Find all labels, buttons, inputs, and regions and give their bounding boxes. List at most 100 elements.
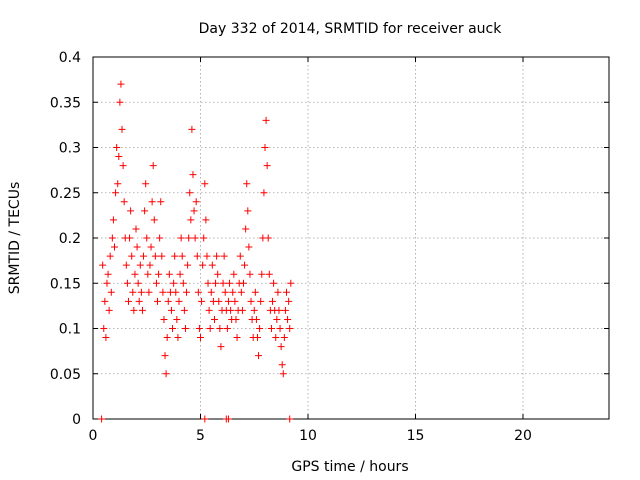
data-point — [118, 125, 126, 133]
data-point — [224, 415, 232, 423]
data-point — [152, 279, 160, 287]
data-point — [240, 279, 247, 287]
data-point — [232, 315, 240, 323]
data-point — [131, 270, 139, 278]
data-point — [287, 279, 295, 287]
data-point — [252, 315, 260, 323]
data-point — [145, 288, 153, 296]
data-point — [171, 252, 179, 260]
data-point — [123, 279, 131, 287]
data-point — [193, 252, 201, 260]
data-point — [260, 189, 268, 197]
data-point — [197, 334, 204, 342]
data-point — [200, 234, 208, 242]
data-point — [138, 306, 146, 314]
data-point — [117, 80, 125, 88]
data-point — [224, 297, 232, 305]
data-point — [179, 279, 187, 287]
y-tick-label: 0 — [72, 412, 81, 428]
data-point — [107, 288, 115, 296]
data-point — [263, 162, 271, 170]
data-point — [109, 216, 117, 224]
data-point — [158, 252, 166, 260]
data-point — [229, 288, 237, 296]
data-point — [198, 297, 206, 305]
data-point — [106, 252, 114, 260]
data-point — [137, 288, 145, 296]
data-point — [246, 270, 254, 278]
x-tick-label: 10 — [299, 428, 317, 444]
data-point — [269, 297, 277, 305]
data-point — [244, 207, 252, 215]
y-tick-label: 0.2 — [59, 231, 81, 247]
data-point — [284, 315, 292, 323]
data-point — [163, 334, 171, 342]
data-point — [120, 198, 128, 206]
data-point — [199, 261, 207, 269]
data-point — [213, 252, 221, 260]
data-point — [217, 343, 225, 351]
data-points — [98, 80, 295, 423]
data-point — [250, 306, 258, 314]
data-point — [201, 180, 209, 188]
y-tick-label: 0.3 — [59, 141, 81, 157]
data-point — [241, 261, 249, 269]
y-tick-label: 0.4 — [59, 50, 81, 66]
data-point — [127, 207, 135, 215]
x-tick-label: 20 — [514, 428, 532, 444]
y-axis-label: SRMTID / TECUs — [7, 182, 23, 295]
data-point — [160, 315, 168, 323]
data-point — [210, 315, 218, 323]
data-point — [174, 334, 182, 342]
data-point — [283, 288, 290, 296]
data-point — [173, 315, 181, 323]
data-point — [205, 306, 213, 314]
chart-title: Day 332 of 2014, SRMTID for receiver auc… — [199, 21, 503, 37]
data-point — [264, 234, 272, 242]
data-point — [162, 370, 170, 378]
data-point — [191, 234, 199, 242]
data-point — [170, 279, 178, 287]
data-point — [102, 334, 110, 342]
data-point — [116, 98, 124, 106]
data-point — [164, 297, 172, 305]
data-point — [280, 334, 288, 342]
data-point — [146, 261, 154, 269]
data-point — [142, 180, 150, 188]
data-point — [122, 261, 130, 269]
data-point — [243, 180, 251, 188]
data-point — [136, 261, 144, 269]
data-point — [242, 225, 250, 233]
x-tick-label: 5 — [196, 428, 205, 444]
data-point — [227, 306, 235, 314]
data-point — [286, 325, 294, 332]
y-tick-label: 0.1 — [59, 322, 81, 338]
data-point — [281, 306, 289, 314]
data-point — [208, 261, 216, 269]
data-point — [183, 288, 191, 296]
data-point — [216, 325, 224, 332]
data-point — [132, 225, 140, 233]
data-point — [111, 243, 118, 251]
data-point — [207, 288, 215, 296]
y-tick-label: 0.15 — [50, 276, 81, 292]
data-point — [247, 297, 255, 305]
data-point — [275, 306, 283, 314]
data-point — [135, 297, 143, 305]
data-point — [159, 288, 167, 296]
x-tick-label: 15 — [407, 428, 425, 444]
data-point — [161, 352, 169, 360]
axis-ticks: 0 0.05 0.1 0.15 0.2 0.25 0.3 0.35 0.4 0 5 10 15 20 — [50, 50, 609, 444]
data-point — [272, 334, 280, 342]
data-point — [286, 415, 294, 423]
data-point — [103, 279, 111, 287]
data-point — [130, 306, 138, 314]
data-point — [172, 288, 180, 296]
data-point — [278, 361, 286, 369]
data-point — [237, 288, 245, 296]
data-point — [126, 234, 134, 242]
data-point — [177, 234, 185, 242]
data-point — [236, 252, 244, 260]
data-point — [156, 234, 164, 242]
